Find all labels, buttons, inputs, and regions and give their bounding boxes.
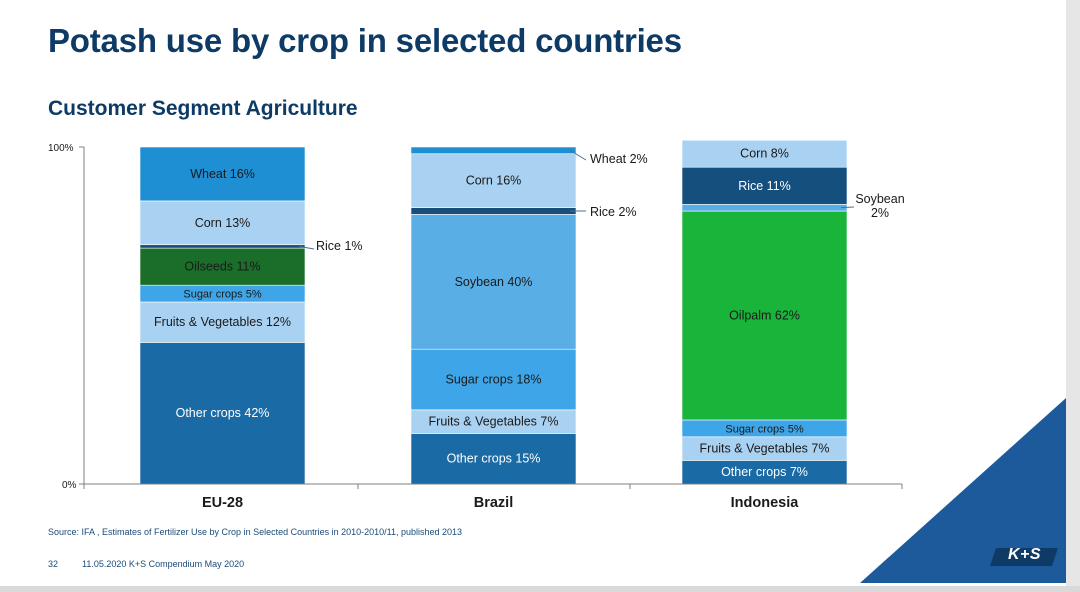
leader-line-brazil-wheat bbox=[569, 149, 587, 161]
bar-eu-28-rice bbox=[139, 244, 306, 249]
leader-line-eu-28-rice bbox=[298, 245, 315, 250]
page-subtitle: Customer Segment Agriculture bbox=[48, 97, 358, 120]
data-label-indonesia-sugar-crops: Sugar crops 5% bbox=[725, 423, 803, 435]
data-label-brazil-fruits-vegetables: Fruits & Vegetables 7% bbox=[429, 415, 559, 429]
bar-brazil-corn bbox=[410, 153, 577, 208]
data-label-brazil-soybean: Soybean 40% bbox=[455, 275, 533, 289]
data-label-brazil-sugar-crops: Sugar crops 18% bbox=[446, 373, 542, 387]
bar-brazil-rice bbox=[410, 207, 577, 215]
x-category-label-eu-28: EU-28 bbox=[202, 495, 243, 511]
x-category-label-indonesia: Indonesia bbox=[731, 495, 800, 511]
data-label-brazil-corn: Corn 16% bbox=[466, 174, 522, 188]
data-label-brazil-wheat: Wheat 2% bbox=[590, 152, 648, 166]
footer-text: 11.05.2020 K+S Compendium May 2020 bbox=[82, 559, 245, 569]
x-category-label-brazil: Brazil bbox=[474, 495, 514, 511]
bar-brazil-wheat bbox=[410, 146, 577, 155]
ks-logo: K+S bbox=[1008, 546, 1042, 563]
data-label-indonesia-fruits-vegetables: Fruits & Vegetables 7% bbox=[700, 442, 830, 456]
chart-axes: 100% 0% bbox=[48, 143, 903, 491]
data-label-eu-28-corn: Corn 13% bbox=[195, 216, 251, 230]
data-label-eu-28-rice: Rice 1% bbox=[316, 239, 363, 253]
bar-brazil-soybean bbox=[410, 214, 577, 350]
bar-eu-28-fruits-vegetables bbox=[139, 301, 306, 343]
data-label-indonesia-oilpalm: Oilpalm 62% bbox=[729, 309, 800, 323]
data-label-indonesia-corn: Corn 8% bbox=[740, 147, 789, 161]
bar-brazil-other-crops bbox=[410, 433, 577, 485]
data-label-indonesia-rice: Rice 11% bbox=[738, 179, 791, 193]
page-title: Potash use by crop in selected countries bbox=[48, 22, 682, 59]
page-number: 32 bbox=[48, 559, 59, 569]
bar-brazil-sugar-crops bbox=[410, 348, 577, 411]
chart-labels: Other crops 42% Fruits & Vegetables 12% Su… bbox=[154, 147, 905, 511]
window-frame-right bbox=[1066, 0, 1080, 592]
chart-bars bbox=[139, 139, 848, 485]
data-label-indonesia-other-crops: Other crops 7% bbox=[721, 465, 808, 479]
data-label-indonesia-soybean-line-0: Soybean bbox=[855, 192, 904, 206]
data-label-eu-28-oilseeds: Oilseeds 11% bbox=[184, 260, 260, 274]
bar-eu-28-other-crops bbox=[139, 342, 306, 485]
window-frame-bottom bbox=[0, 586, 1080, 592]
bar-indonesia-soybean bbox=[681, 203, 848, 212]
data-label-eu-28-other-crops: Other crops 42% bbox=[176, 406, 270, 420]
bar-eu-28-oilseeds bbox=[139, 247, 306, 286]
bar-indonesia-corn bbox=[681, 139, 848, 168]
data-label-eu-28-fruits-vegetables: Fruits & Vegetables 12% bbox=[154, 315, 291, 329]
source-note: Source: IFA , Estimates of Fertilizer Us… bbox=[48, 527, 463, 537]
bar-indonesia-rice bbox=[681, 166, 848, 205]
data-label-eu-28-wheat: Wheat 16% bbox=[190, 167, 255, 181]
y-tick-label-100: 100% bbox=[48, 143, 74, 154]
stacked-bar-chart: 100% 0% Other crops 42% Fruits & Vegetable… bbox=[48, 139, 905, 511]
y-tick-label-0: 0% bbox=[62, 480, 77, 491]
data-label-brazil-rice: Rice 2% bbox=[590, 205, 637, 219]
data-label-indonesia-soybean-line-1: 2% bbox=[871, 206, 889, 220]
data-label-brazil-other-crops: Other crops 15% bbox=[447, 452, 541, 466]
bar-indonesia-oilpalm bbox=[681, 210, 848, 421]
data-label-eu-28-sugar-crops: Sugar crops 5% bbox=[183, 289, 261, 301]
bar-eu-28-wheat bbox=[139, 146, 306, 202]
leader-line-indonesia-soybean bbox=[840, 206, 855, 209]
